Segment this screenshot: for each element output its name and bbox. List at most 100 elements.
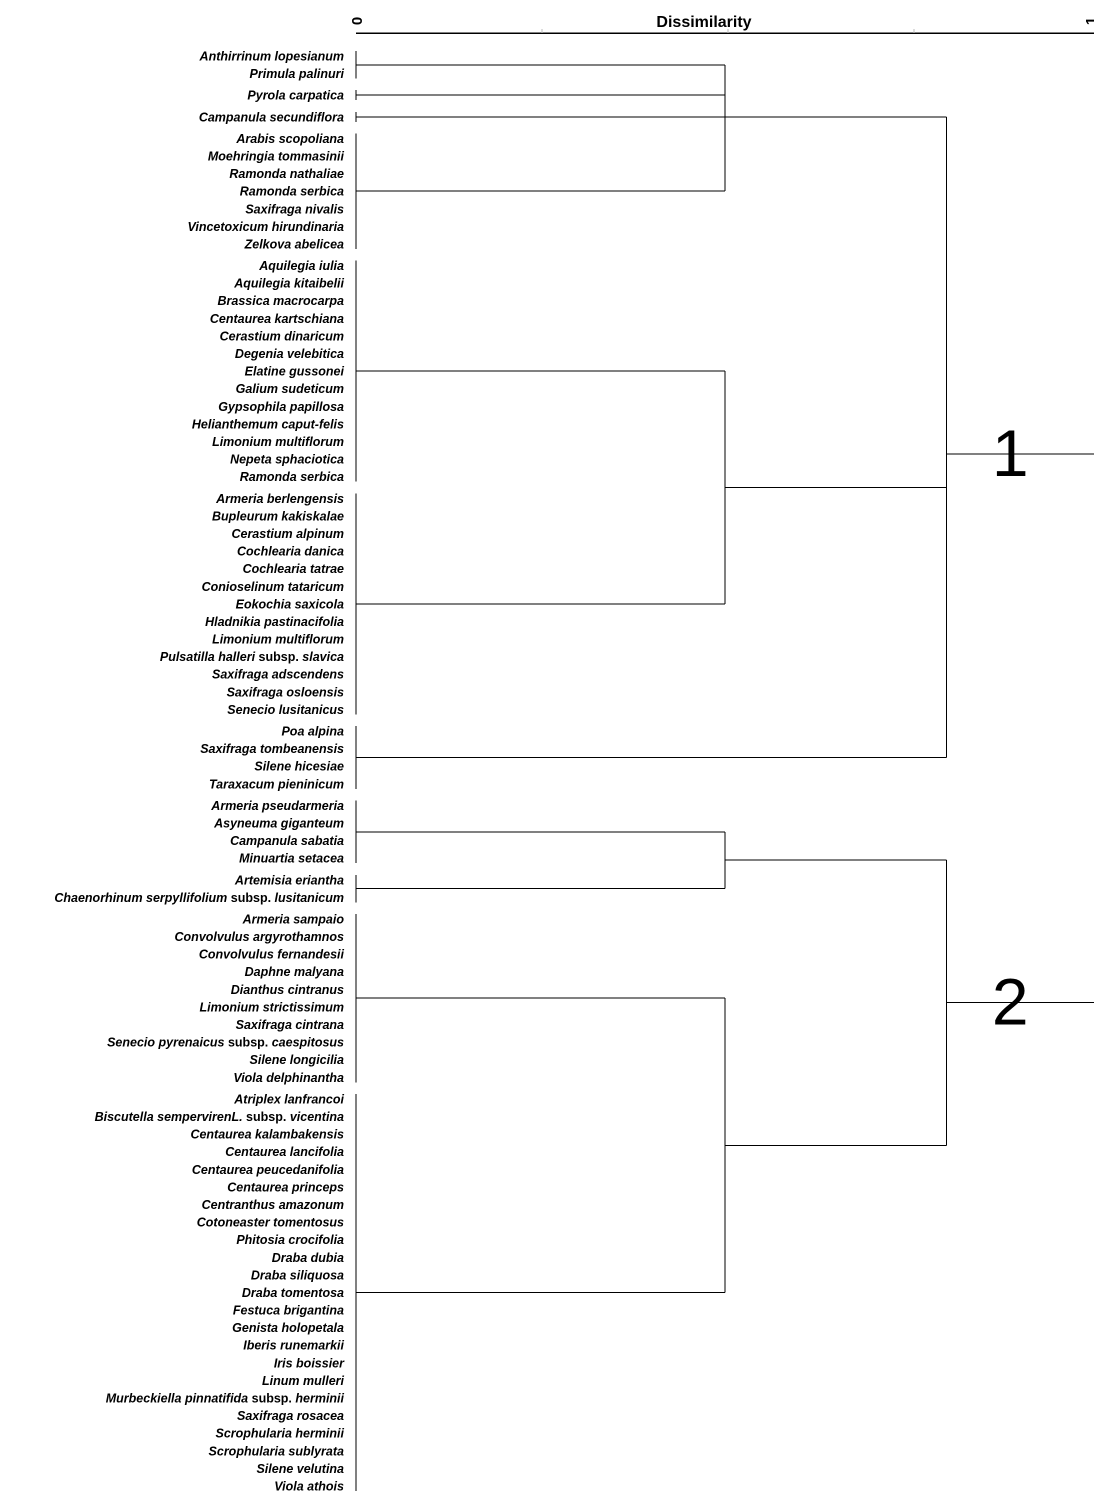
taxon-name: Elatine gussonei bbox=[245, 365, 345, 379]
cluster-number: 1 bbox=[992, 416, 1029, 490]
taxon-label: Aquilegia kitaibelii bbox=[233, 277, 344, 291]
taxon-label: Cochlearia danica bbox=[237, 545, 344, 559]
taxon-infraspecific-name: lusitanicum bbox=[275, 891, 344, 905]
taxon-rank: subsp. bbox=[243, 1110, 290, 1124]
taxon-label: Armeria berlengensis bbox=[215, 492, 344, 506]
taxon-label: Aquilegia iulia bbox=[258, 259, 344, 273]
taxon-name: Biscutella sempervirenL. bbox=[95, 1110, 243, 1124]
taxon-label: Cerastium dinaricum bbox=[220, 329, 344, 343]
taxon-label: Taraxacum pieninicum bbox=[209, 777, 344, 791]
taxon-name: Iris boissier bbox=[274, 1356, 345, 1370]
taxon-label: Vincetoxicum hirundinaria bbox=[187, 220, 344, 234]
taxon-label: Dianthus cintranus bbox=[231, 983, 344, 997]
cluster-number: 2 bbox=[992, 965, 1029, 1039]
taxon-label: Arabis scopoliana bbox=[235, 132, 344, 146]
taxon-label: Chaenorhinum serpyllifolium subsp. lusit… bbox=[54, 891, 344, 905]
taxon-label: Centaurea peucedanifolia bbox=[192, 1163, 344, 1177]
taxon-label: Draba siliquosa bbox=[251, 1268, 344, 1282]
taxon-name: Helianthemum caput-felis bbox=[192, 417, 344, 431]
taxon-name: Limonium multiflorum bbox=[212, 435, 344, 449]
taxon-label: Scrophularia herminii bbox=[215, 1427, 344, 1441]
taxon-name: Linum mulleri bbox=[262, 1374, 344, 1388]
taxon-name: Campanula secundiflora bbox=[199, 110, 344, 124]
taxon-name: Senecio pyrenaicus bbox=[107, 1036, 224, 1050]
taxon-name: Asyneuma giganteum bbox=[213, 816, 344, 830]
taxon-label: Convolvulus fernandesii bbox=[199, 948, 345, 962]
taxon-label: Nepeta sphaciotica bbox=[230, 453, 344, 467]
taxon-name: Eokochia saxicola bbox=[236, 597, 344, 611]
taxon-labels: Anthirrinum lopesianum Primula palinuri Py… bbox=[54, 50, 345, 1493]
taxon-label: Saxifraga nivalis bbox=[245, 202, 344, 216]
axis-max-label: 1 bbox=[1083, 17, 1094, 25]
taxon-label: Eokochia saxicola bbox=[236, 597, 344, 611]
taxon-label: Daphne malyana bbox=[245, 965, 344, 979]
taxon-label: Bupleurum kakiskalae bbox=[212, 509, 344, 523]
taxon-infraspecific-name: vicentina bbox=[290, 1110, 344, 1124]
taxon-name: Moehringia tommasinii bbox=[208, 149, 345, 163]
taxon-name: Dianthus cintranus bbox=[231, 983, 344, 997]
taxon-name: Cerastium dinaricum bbox=[220, 329, 344, 343]
taxon-name: Silene longicilia bbox=[250, 1053, 345, 1067]
taxon-name: Scrophularia herminii bbox=[215, 1427, 344, 1441]
taxon-label: Saxifraga rosacea bbox=[237, 1409, 344, 1423]
taxon-label: Saxifraga cintrana bbox=[236, 1018, 344, 1032]
taxon-name: Silene hicesiae bbox=[254, 760, 344, 774]
taxon-rank: subsp. bbox=[248, 1392, 295, 1406]
taxon-name: Saxifraga osloensis bbox=[227, 685, 344, 699]
taxon-label: Centranthus amazonum bbox=[202, 1198, 344, 1212]
taxon-rank: subsp. bbox=[255, 650, 302, 664]
taxon-rank: subsp. bbox=[225, 1036, 272, 1050]
taxon-label: Centaurea princeps bbox=[227, 1180, 344, 1194]
taxon-label: Draba tomentosa bbox=[242, 1286, 344, 1300]
taxon-name: Degenia velebitica bbox=[235, 347, 344, 361]
taxon-label: Biscutella sempervirenL. subsp. vicentin… bbox=[95, 1110, 344, 1124]
taxon-name: Chaenorhinum serpyllifolium bbox=[54, 891, 227, 905]
taxon-name: Artemisia eriantha bbox=[234, 873, 344, 887]
taxon-label: Pulsatilla halleri subsp. slavica bbox=[160, 650, 344, 664]
taxon-name: Draba tomentosa bbox=[242, 1286, 344, 1300]
taxon-name: Viola athois bbox=[274, 1480, 344, 1493]
taxon-label: Cerastium alpinum bbox=[231, 527, 344, 541]
taxon-label: Linum mulleri bbox=[262, 1374, 344, 1388]
taxon-name: Festuca brigantina bbox=[233, 1304, 344, 1318]
taxon-name: Saxifraga nivalis bbox=[245, 202, 344, 216]
taxon-name: Bupleurum kakiskalae bbox=[212, 509, 344, 523]
taxon-label: Limonium strictissimum bbox=[200, 1000, 344, 1014]
taxon-name: Limonium strictissimum bbox=[200, 1000, 344, 1014]
taxon-label: Silene hicesiae bbox=[254, 760, 344, 774]
taxon-label: Cochlearia tatrae bbox=[243, 562, 344, 576]
taxon-name: Draba dubia bbox=[272, 1251, 344, 1265]
taxon-label: Poa alpina bbox=[281, 725, 344, 739]
taxon-name: Convolvulus fernandesii bbox=[199, 948, 345, 962]
dissimilarity-axis: Dissimilarity 0 1 bbox=[349, 14, 1094, 34]
cluster-labels: 12 bbox=[992, 416, 1029, 1039]
taxon-label: Degenia velebitica bbox=[235, 347, 344, 361]
taxon-name: Centaurea princeps bbox=[227, 1180, 344, 1194]
taxon-label: Brassica macrocarpa bbox=[218, 294, 345, 308]
taxon-label: Centaurea kartschiana bbox=[210, 312, 344, 326]
taxon-name: Hladnikia pastinacifolia bbox=[205, 615, 344, 629]
taxon-name: Ramonda serbica bbox=[240, 185, 344, 199]
axis-min-label: 0 bbox=[349, 17, 366, 25]
taxon-label: Centaurea lancifolia bbox=[225, 1145, 344, 1159]
axis-title: Dissimilarity bbox=[656, 14, 751, 31]
taxon-infraspecific-name: herminii bbox=[295, 1392, 344, 1406]
taxon-name: Conioselinum tataricum bbox=[202, 580, 344, 594]
taxon-name: Primula palinuri bbox=[250, 67, 345, 81]
taxon-label: Convolvulus argyrothamnos bbox=[175, 930, 345, 944]
taxon-name: Armeria pseudarmeria bbox=[210, 799, 344, 813]
taxon-name: Vincetoxicum hirundinaria bbox=[187, 220, 344, 234]
taxon-name: Zelkova abelicea bbox=[244, 237, 344, 251]
tree-branches bbox=[355, 51, 1094, 1491]
taxon-name: Cotoneaster tomentosus bbox=[197, 1216, 344, 1230]
taxon-label: Campanula sabatia bbox=[230, 834, 344, 848]
taxon-label: Limonium multiflorum bbox=[212, 633, 344, 647]
taxon-label: Primula palinuri bbox=[250, 67, 345, 81]
taxon-label: Moehringia tommasinii bbox=[208, 149, 345, 163]
taxon-name: Senecio lusitanicus bbox=[227, 703, 344, 717]
taxon-label: Armeria sampaio bbox=[242, 912, 345, 926]
taxon-name: Saxifraga tombeanensis bbox=[200, 742, 344, 756]
taxon-name: Saxifraga cintrana bbox=[236, 1018, 344, 1032]
taxon-label: Ramonda serbica bbox=[240, 470, 344, 484]
